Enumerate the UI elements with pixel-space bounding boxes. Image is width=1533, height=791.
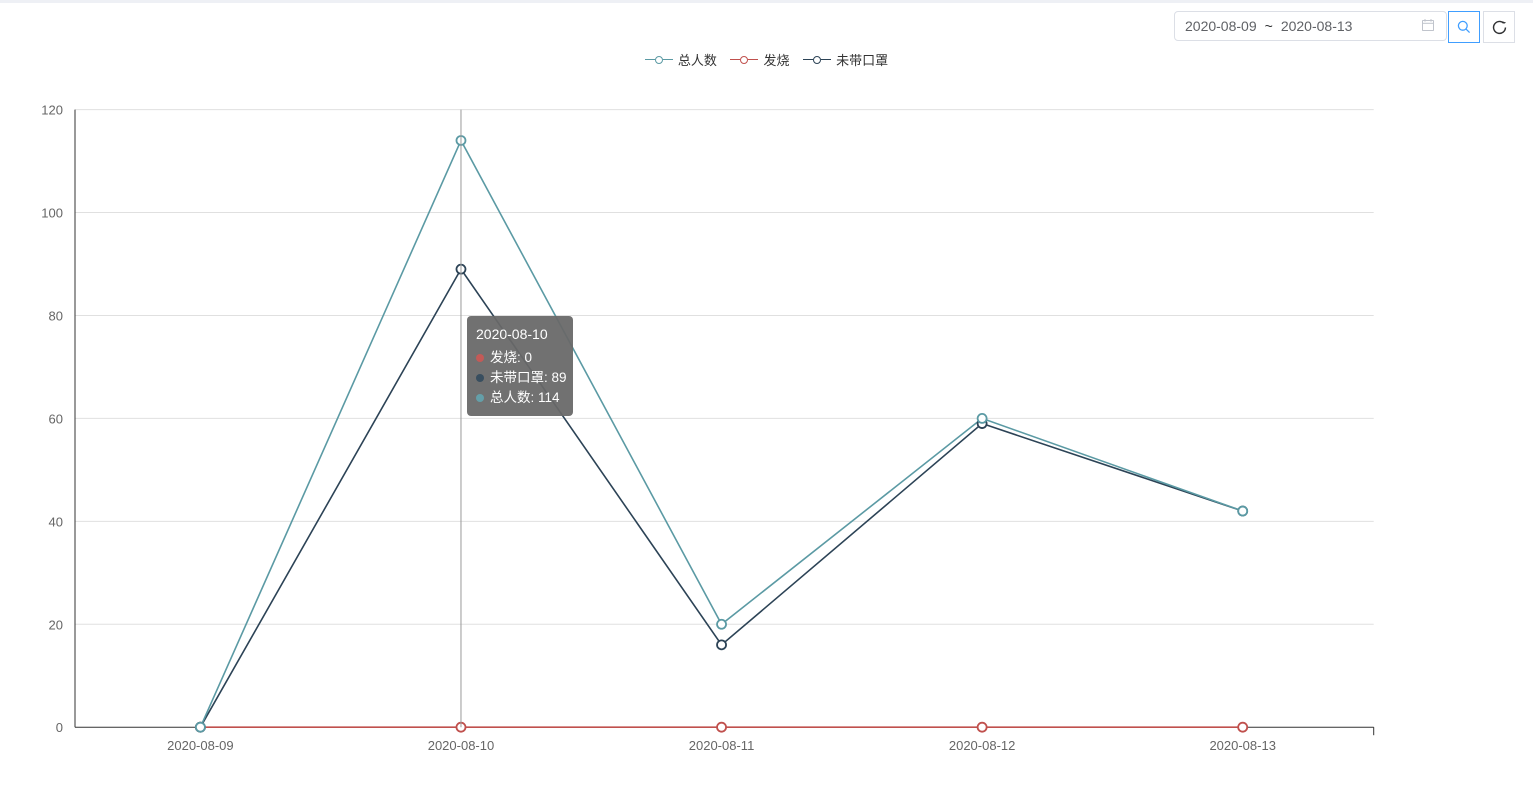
svg-text:2020-08-09: 2020-08-09 [167,738,234,753]
svg-text:0: 0 [56,720,63,735]
svg-text:100: 100 [41,206,63,221]
svg-text:60: 60 [49,411,63,426]
svg-text:2020-08-13: 2020-08-13 [1209,738,1276,753]
svg-text:40: 40 [49,514,63,529]
svg-text:2020-08-11: 2020-08-11 [689,738,755,753]
svg-text:80: 80 [49,308,63,323]
svg-text:120: 120 [41,103,63,118]
svg-text:2020-08-10: 2020-08-10 [428,738,495,753]
svg-text:20: 20 [49,617,63,632]
svg-text:2020-08-12: 2020-08-12 [949,738,1016,753]
